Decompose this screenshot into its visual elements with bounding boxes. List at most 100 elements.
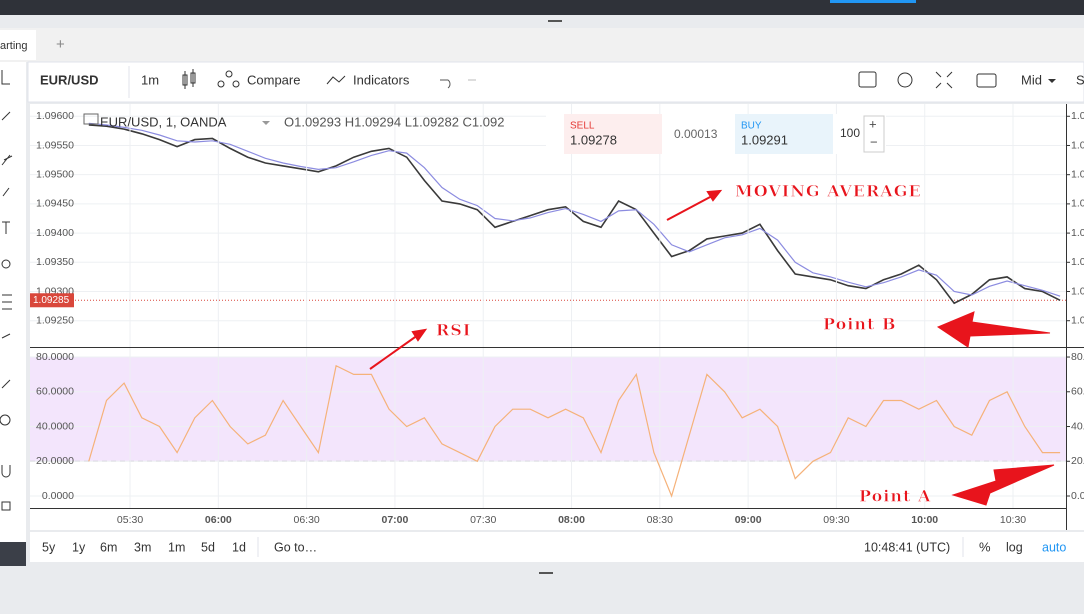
price-source[interactable]: Mid <box>1021 72 1042 87</box>
y-tick-label-right: 1.09450 <box>1071 198 1084 210</box>
buy-button[interactable] <box>735 114 833 154</box>
range-button[interactable]: 5y <box>42 540 56 554</box>
percent[interactable]: % <box>979 539 991 554</box>
y-tick-label-right: 1.09350 <box>1071 256 1084 268</box>
range-button[interactable]: 6m <box>100 540 117 554</box>
range-button[interactable]: 1d <box>232 540 246 554</box>
legend-ohlc: O1.09293 H1.09294 L1.09282 C1.092 <box>284 114 504 129</box>
quantity[interactable]: 100 <box>840 126 860 140</box>
y-tick-label-right: 40.0000 <box>1071 420 1084 432</box>
y-tick-label: 1.09350 <box>36 256 74 268</box>
y-tick-label: 1.09400 <box>36 227 74 239</box>
stepper[interactable] <box>863 115 885 153</box>
sell-price: 1.09278 <box>570 132 617 147</box>
toolbar-cut[interactable]: S <box>1076 72 1084 87</box>
log[interactable]: log <box>1006 540 1023 554</box>
last-price-tag <box>30 293 74 308</box>
handle <box>548 20 562 22</box>
tool-icons[interactable] <box>0 70 13 511</box>
x-tick-label: 05:30 <box>117 514 143 526</box>
top-bar <box>0 0 1084 15</box>
chart-area <box>30 104 1084 530</box>
series-line <box>88 124 1061 305</box>
toolbar <box>27 61 1084 103</box>
x-tick-label: 08:30 <box>647 514 673 526</box>
expand[interactable] <box>935 71 953 89</box>
series-line <box>88 122 1061 297</box>
compare-icon[interactable] <box>217 70 240 88</box>
left-bottom <box>0 542 26 566</box>
settings[interactable] <box>897 72 913 88</box>
y-tick-label-right: 20.0000 <box>1071 455 1084 467</box>
y-tick-label-right: 60.0000 <box>1071 386 1084 398</box>
indicators-icon[interactable] <box>326 75 346 85</box>
arrows <box>369 189 1055 506</box>
fullscreen-box[interactable] <box>858 71 877 88</box>
x-tick-label: 09:00 <box>735 514 762 526</box>
indicators[interactable]: Indicators <box>353 72 410 87</box>
spread: 0.00013 <box>674 127 718 141</box>
x-tick-label: 07:00 <box>382 514 409 526</box>
series-line <box>88 364 1061 498</box>
y-tick-label-right: 80.0000 <box>1071 351 1084 363</box>
y-tick-label-right: 1.09250 <box>1071 314 1084 326</box>
y-tick-label: 60.0000 <box>36 386 74 398</box>
x-tick-label: 07:30 <box>470 514 496 526</box>
legend-icon[interactable] <box>83 113 99 125</box>
last-price-label: 1.09285 <box>33 295 70 306</box>
annotation: Point B <box>823 315 896 334</box>
tab-label: arting <box>0 40 28 52</box>
range-button[interactable]: 1y <box>72 540 86 554</box>
minus[interactable]: − <box>870 134 878 149</box>
x-tick-label: 09:30 <box>823 514 849 526</box>
goto[interactable]: Go to… <box>274 540 317 554</box>
y-tick-label: 20.0000 <box>36 455 74 467</box>
annotation: RSI <box>436 321 471 340</box>
plus[interactable]: + <box>869 116 877 131</box>
buy-price: 1.09291 <box>741 132 788 147</box>
y-tick-label: 1.09450 <box>36 198 74 210</box>
y-tick-label-right: 1.09550 <box>1071 139 1084 151</box>
bottom-bar <box>30 532 1084 562</box>
y-tick-label: 1.09600 <box>36 110 74 122</box>
candle-icon[interactable] <box>182 69 196 89</box>
buy-label: BUY <box>741 121 762 132</box>
tab-bar <box>0 28 1084 62</box>
annotation: Point A <box>859 487 931 506</box>
range-group: 5y 1y 6m 3m 1m 5d 1d <box>42 540 246 554</box>
symbol[interactable]: EUR/USD <box>40 72 99 87</box>
y-tick-label-right: 0.0000 <box>1071 490 1084 502</box>
compare[interactable]: Compare <box>247 72 300 87</box>
range-button[interactable]: 3m <box>134 540 151 554</box>
y-tick-label-right: 1.09500 <box>1071 168 1084 180</box>
clock: 10:48:41 (UTC) <box>864 540 950 554</box>
rsi-band <box>30 357 1066 462</box>
new-tab[interactable]: + <box>56 36 65 53</box>
tab[interactable] <box>0 30 36 60</box>
legend-dropdown[interactable] <box>262 121 270 125</box>
y-tick-label: 1.09250 <box>36 314 74 326</box>
annotation: MOVING AVERAGE <box>735 182 922 201</box>
x-tick-label: 06:00 <box>205 514 232 526</box>
sell-label: SELL <box>570 121 595 132</box>
y-tick-label-right: 1.09400 <box>1071 227 1084 239</box>
interval[interactable]: 1m <box>141 72 159 87</box>
x-tick-label: 10:30 <box>1000 514 1026 526</box>
handle <box>539 572 553 574</box>
y-tick-label: 40.0000 <box>36 420 74 432</box>
y-tick-label: 1.09500 <box>36 168 74 180</box>
dropdown[interactable] <box>1048 79 1056 83</box>
x-tick-label: 10:00 <box>911 514 938 526</box>
top-button[interactable] <box>830 0 916 3</box>
range-button[interactable]: 1m <box>168 540 185 554</box>
undo[interactable] <box>440 79 451 89</box>
y-tick-label: 80.0000 <box>36 351 74 363</box>
range-button[interactable]: 5d <box>201 540 215 554</box>
legend-symbol: EUR/USD, 1, OANDA <box>100 114 227 129</box>
y-tick-label-right: 1.09300 <box>1071 285 1084 297</box>
y-tick-label: 0.0000 <box>42 490 74 502</box>
sell-button[interactable] <box>564 114 662 154</box>
snapshot[interactable] <box>976 73 997 88</box>
auto[interactable]: auto <box>1042 540 1066 554</box>
